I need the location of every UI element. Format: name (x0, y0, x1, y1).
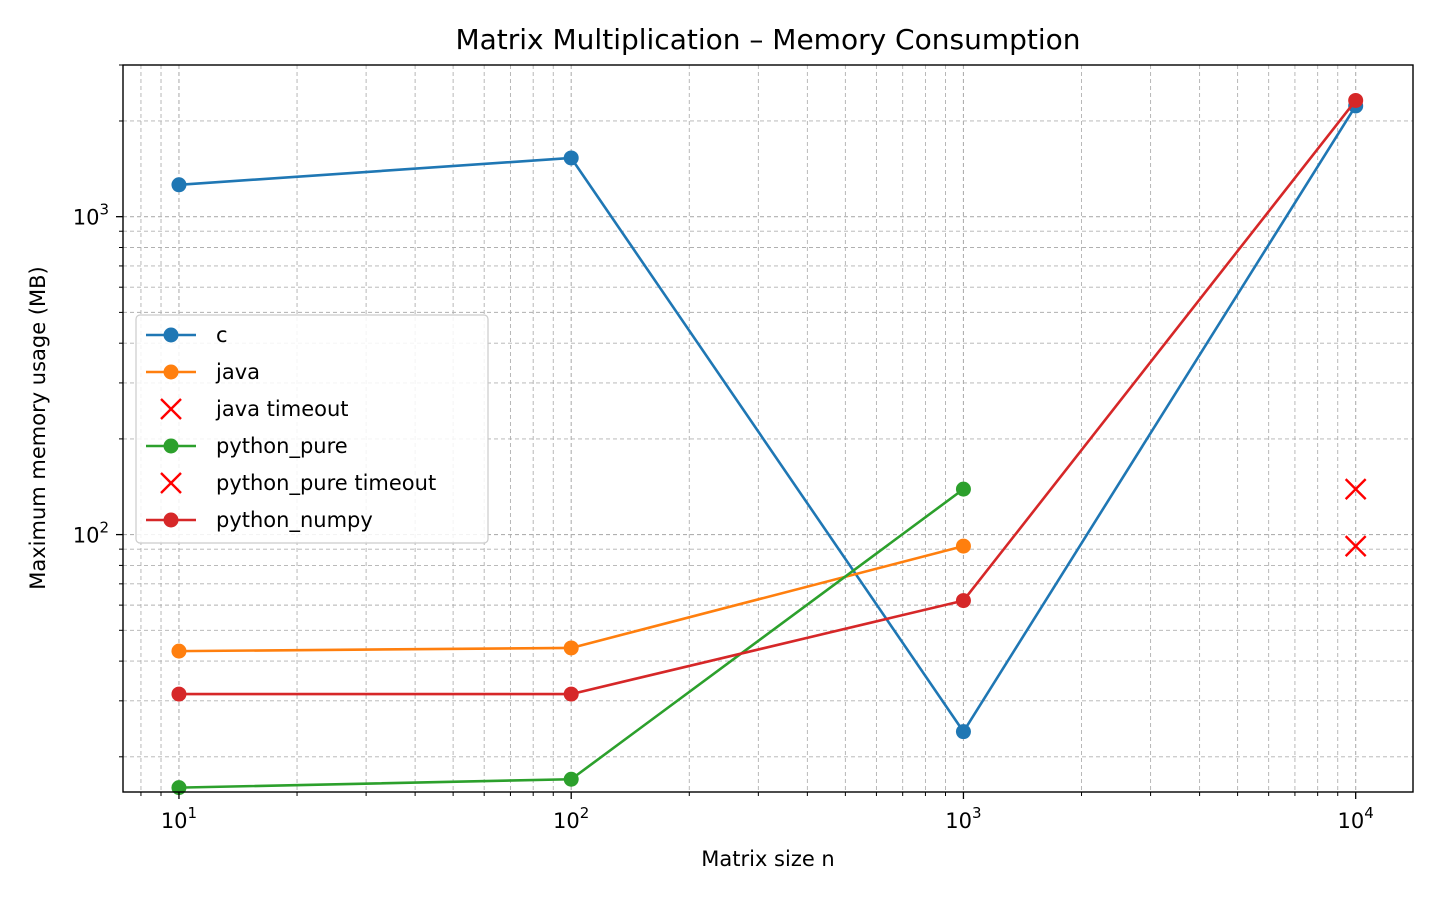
data-point-java (955, 538, 971, 554)
x-tick-label: 102 (553, 804, 589, 833)
legend-label: java timeout (215, 397, 349, 421)
plot-frame (122, 64, 1414, 793)
legend-label: c (216, 323, 228, 347)
x-tick-label: 103 (945, 804, 981, 833)
legend-entry-c: c (146, 323, 228, 347)
chart-title: Matrix Multiplication – Memory Consumpti… (455, 23, 1080, 56)
data-point-python-numpy (955, 593, 971, 609)
data-point-python-numpy (1348, 92, 1364, 108)
series-python-pure (171, 481, 971, 796)
legend-entry-java-timeout: java timeout (160, 397, 349, 421)
timeout-marker-python-pure-timeout (1344, 478, 1367, 500)
x-tick-label: 101 (161, 804, 197, 833)
grid (123, 64, 1413, 792)
y-axis-label: Maximum memory usage (MB) (26, 266, 50, 590)
data-point-c (171, 177, 187, 193)
legend-entry-python-pure-timeout: python_pure timeout (160, 471, 436, 496)
legend-box (135, 314, 489, 544)
cross-stroke (1344, 478, 1367, 500)
series-java-timeout (1344, 535, 1367, 557)
legend-label: python_pure (216, 434, 348, 459)
series-layer (171, 92, 1367, 796)
data-point-python-pure (955, 481, 971, 497)
legend-entry-python-pure: python_pure (146, 434, 348, 459)
legend-marker (163, 327, 179, 343)
data-point-python-pure (563, 771, 579, 787)
legend-entry-java: java (146, 360, 260, 384)
legend-label: python_pure timeout (216, 471, 436, 496)
x-tick-label: 104 (1338, 804, 1374, 833)
legend-entry-python-numpy: python_numpy (146, 508, 373, 533)
x-axis-label: Matrix size n (701, 847, 835, 871)
cross-stroke (1344, 535, 1367, 557)
series-line-python-numpy (178, 99, 1357, 696)
data-point-c (563, 150, 579, 166)
data-point-java (563, 640, 579, 656)
axis-ticks: 101 102 103 104 102 103 (73, 64, 1374, 833)
series-python-pure-timeout (1344, 478, 1367, 500)
legend-cross-marker (160, 472, 182, 494)
legend: c java java timeout python_pure python_pure … (135, 314, 489, 544)
cross-stroke (160, 472, 182, 494)
cross-stroke (160, 398, 182, 420)
legend-cross-marker (160, 398, 182, 420)
y-tick-label: 102 (73, 519, 109, 548)
legend-label: python_numpy (216, 508, 373, 533)
series-c (171, 98, 1364, 740)
data-point-python-numpy (563, 686, 579, 702)
data-point-c (955, 724, 971, 740)
legend-marker (163, 512, 179, 528)
y-tick-label: 103 (73, 201, 109, 230)
series-java (171, 538, 971, 659)
legend-marker (163, 364, 179, 380)
series-python-numpy (171, 92, 1364, 702)
data-point-java (171, 643, 187, 659)
legend-marker (163, 438, 179, 454)
series-line-c (178, 105, 1357, 733)
timeout-marker-java-timeout (1344, 535, 1367, 557)
legend-label: java (215, 360, 260, 384)
data-point-python-numpy (171, 686, 187, 702)
